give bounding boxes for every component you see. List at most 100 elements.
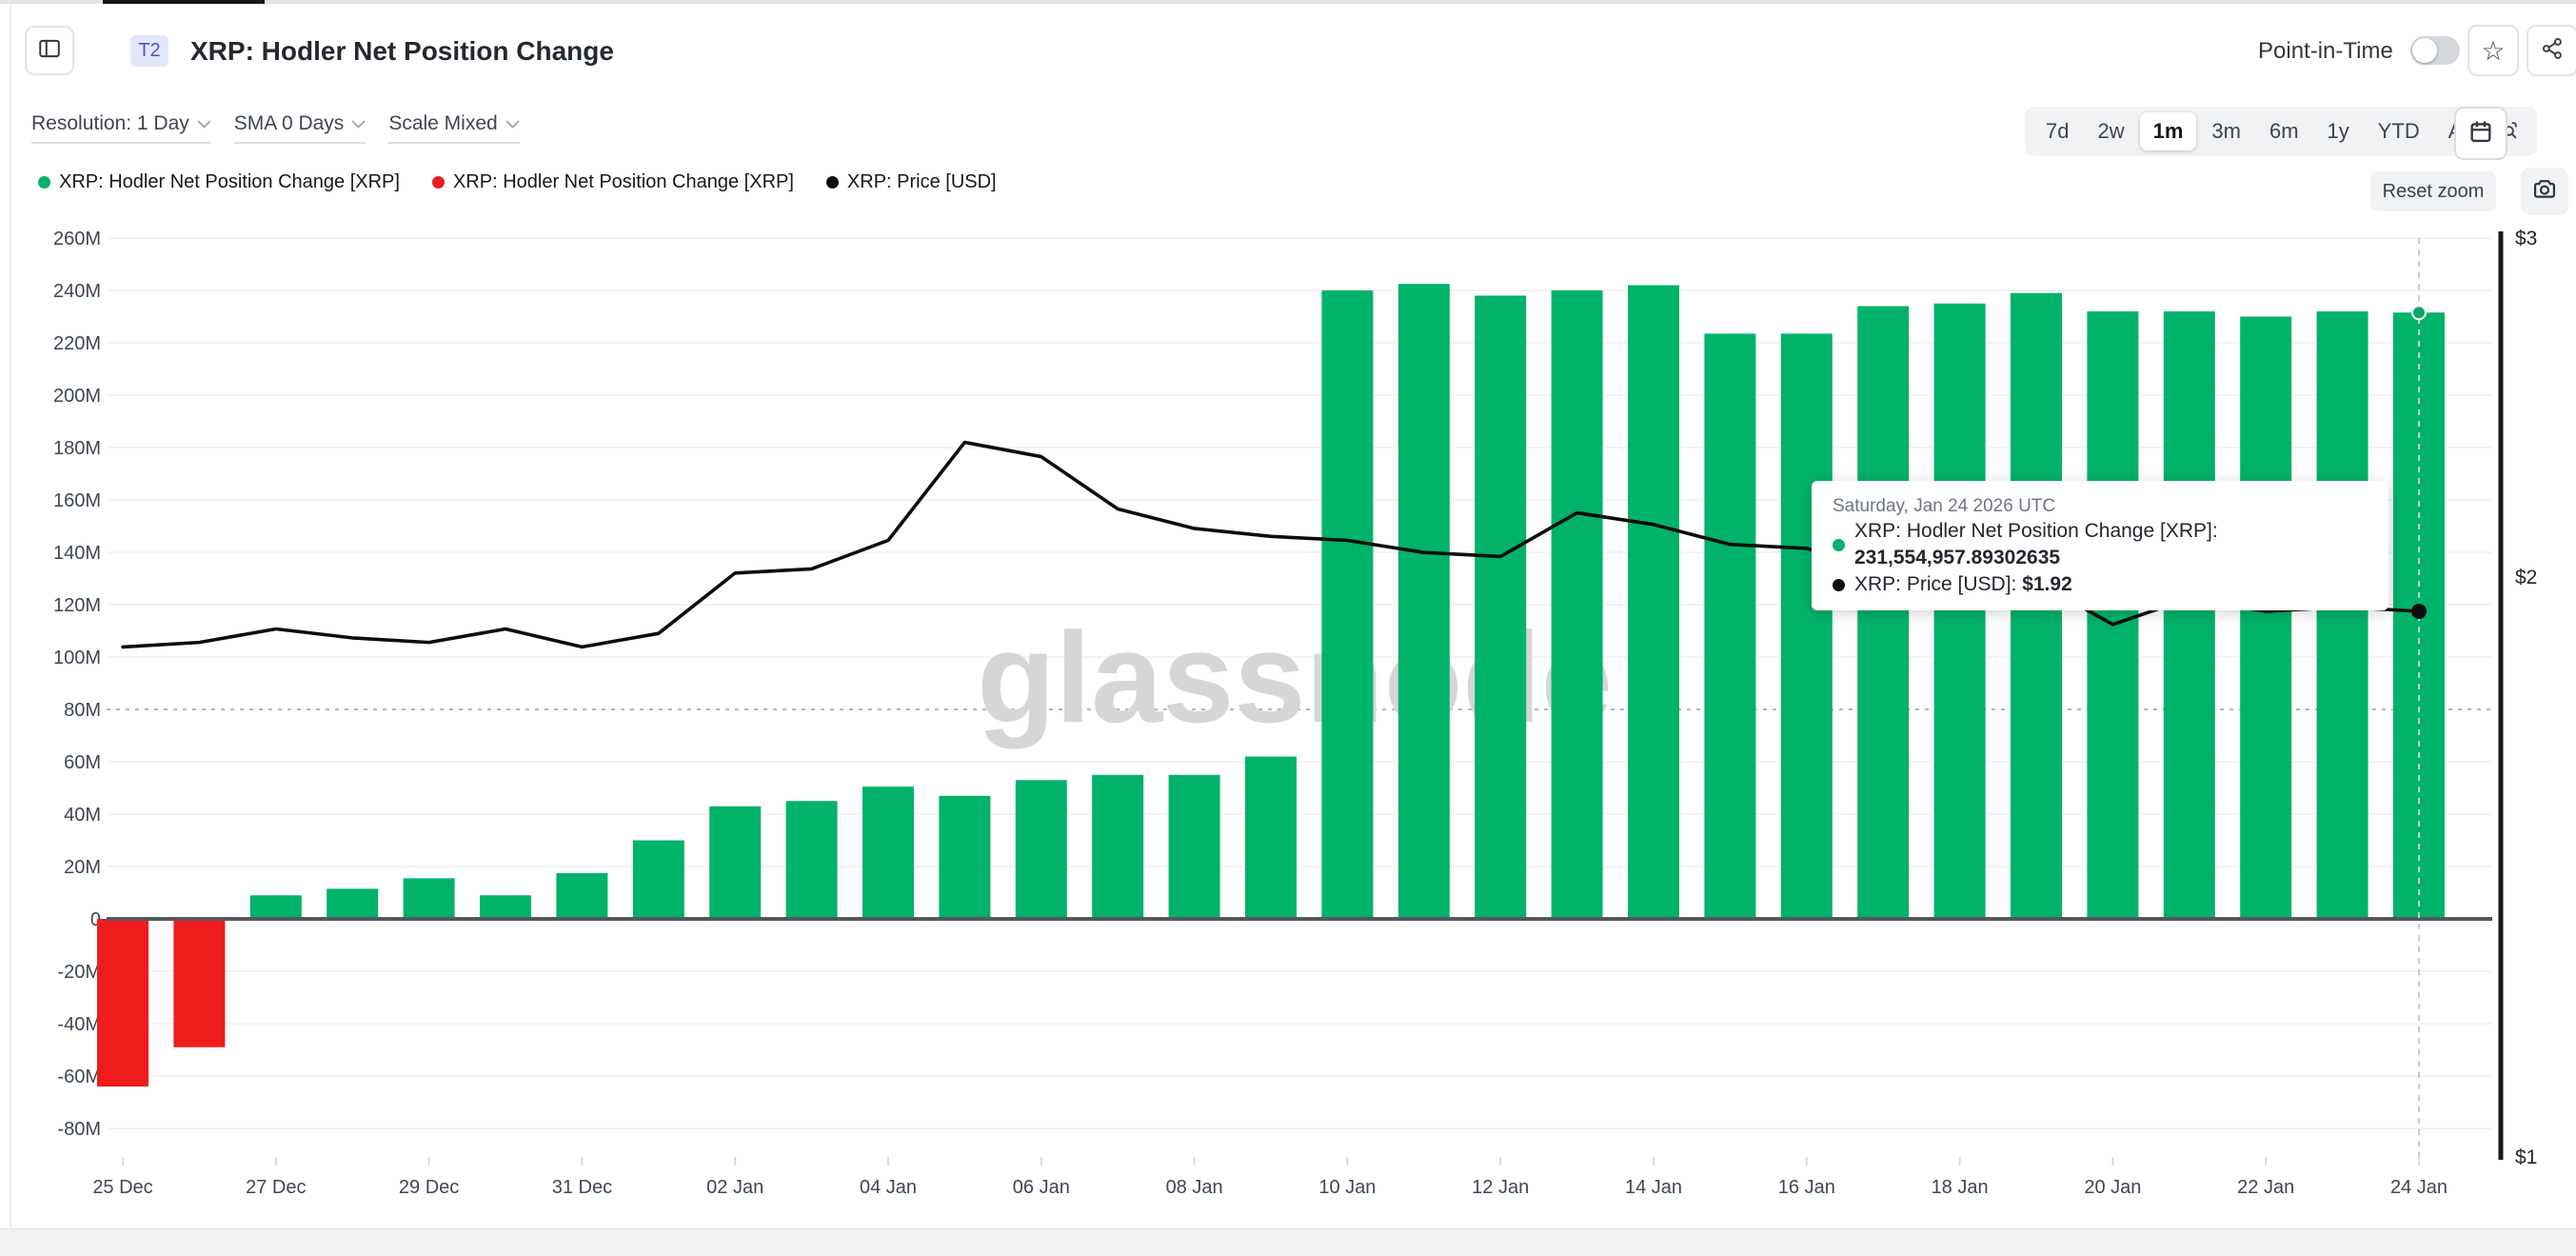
range-button-2w[interactable]: 2w: [2097, 119, 2125, 143]
bar-26-Dec[interactable]: [173, 919, 226, 1047]
point-in-time-toggle[interactable]: [2410, 36, 2460, 65]
x-axis-label: 14 Jan: [1625, 1177, 1682, 1198]
tier-badge: T2: [130, 35, 168, 67]
bar-13-Jan[interactable]: [1551, 290, 1603, 919]
bar-31-Dec[interactable]: [556, 872, 608, 919]
bar-23-Jan[interactable]: [2316, 311, 2368, 919]
y-axis-label-left: 0: [90, 909, 101, 930]
reset-zoom-button[interactable]: Reset zoom: [2370, 171, 2496, 211]
x-axis-label: 08 Jan: [1166, 1177, 1223, 1198]
bar-04-Jan[interactable]: [862, 787, 914, 919]
legend-item-2[interactable]: XRP: Price [USD]: [825, 171, 997, 193]
x-axis-label: 29 Dec: [399, 1177, 459, 1198]
x-axis-label: 31 Dec: [552, 1177, 612, 1198]
bar-10-Jan[interactable]: [1321, 290, 1374, 919]
camera-icon: [2531, 176, 2558, 208]
legend-item-1[interactable]: XRP: Hodler Net Position Change [XRP]: [431, 171, 794, 193]
calendar-button[interactable]: [2454, 107, 2507, 160]
bar-11-Jan[interactable]: [1397, 284, 1450, 919]
page-progress-fill: [103, 0, 265, 4]
bar-25-Dec[interactable]: [97, 919, 149, 1087]
chevron-down-icon: [351, 119, 366, 129]
resolution-label: Resolution: 1 Day: [31, 112, 189, 134]
share-icon: [2540, 36, 2565, 66]
scale-dropdown[interactable]: Scale Mixed: [388, 112, 520, 144]
favorite-button[interactable]: ☆: [2467, 25, 2519, 76]
point-in-time-label: Point-in-Time: [2258, 38, 2393, 64]
chart-legend: XRP: Hodler Net Position Change [XRP] XRP…: [38, 171, 997, 193]
x-axis-label: 06 Jan: [1013, 1177, 1070, 1198]
range-button-1y[interactable]: 1y: [2327, 119, 2349, 143]
y-axis-label-left: 20M: [64, 857, 101, 878]
calendar-icon: [2467, 118, 2494, 150]
y-axis-label-right: $2: [2515, 567, 2537, 588]
range-button-1m[interactable]: 1m: [2139, 112, 2197, 150]
bar-28-Dec[interactable]: [327, 888, 379, 919]
bar-22-Jan[interactable]: [2240, 316, 2292, 920]
x-axis-label: 20 Jan: [2084, 1177, 2141, 1198]
bar-02-Jan[interactable]: [709, 806, 762, 919]
legend-dot: [431, 176, 445, 189]
x-axis-label: 12 Jan: [1472, 1177, 1529, 1198]
tooltip-rows: XRP: Hodler Net Position Change [XRP]: 2…: [1833, 518, 2368, 598]
chevron-down-icon: [505, 119, 520, 129]
page-progress-bar: [0, 0, 2576, 4]
sidebar-edge-divider: [10, 4, 11, 1228]
bar-21-Jan[interactable]: [2163, 311, 2215, 919]
legend-dot: [825, 176, 839, 189]
bar-16-Jan[interactable]: [1780, 333, 1833, 919]
bar-hover-marker: [2411, 305, 2427, 321]
y-axis-label-left: 160M: [53, 490, 101, 511]
bar-29-Dec[interactable]: [403, 878, 455, 919]
bar-17-Jan[interactable]: [1857, 306, 1910, 920]
range-button-6m[interactable]: 6m: [2269, 119, 2299, 143]
bar-27-Dec[interactable]: [249, 895, 302, 919]
bar-12-Jan[interactable]: [1475, 295, 1527, 920]
bar-09-Jan[interactable]: [1245, 756, 1297, 920]
legend-label: XRP: Hodler Net Position Change [XRP]: [59, 171, 400, 192]
bar-07-Jan[interactable]: [1092, 774, 1144, 919]
legend-item-0[interactable]: XRP: Hodler Net Position Change [XRP]: [38, 171, 400, 193]
sidebar-toggle-button[interactable]: [25, 26, 74, 75]
x-axis-label: 24 Jan: [2390, 1177, 2447, 1198]
sma-label: SMA 0 Days: [233, 112, 345, 134]
screenshot-button[interactable]: [2521, 168, 2568, 215]
legend-label: XRP: Hodler Net Position Change [XRP]: [452, 171, 794, 192]
bar-18-Jan[interactable]: [1933, 303, 1986, 919]
range-button-7d[interactable]: 7d: [2046, 119, 2070, 143]
range-button-ytd[interactable]: YTD: [2377, 119, 2420, 143]
y-axis-label-left: 40M: [64, 805, 101, 826]
y-axis-label-left: -20M: [57, 962, 101, 983]
x-axis-label: 02 Jan: [706, 1177, 763, 1198]
share-button[interactable]: [2526, 25, 2576, 76]
bar-08-Jan[interactable]: [1168, 774, 1220, 919]
y-axis-label-left: 60M: [64, 752, 101, 773]
bar-06-Jan[interactable]: [1015, 780, 1067, 919]
sidebar-icon: [37, 36, 62, 66]
bar-14-Jan[interactable]: [1628, 285, 1679, 920]
bar-30-Dec[interactable]: [480, 895, 531, 919]
y-axis-label-left: 80M: [64, 700, 101, 721]
sma-dropdown[interactable]: SMA 0 Days: [233, 112, 367, 144]
y-axis-label-left: 100M: [53, 648, 101, 668]
chart-toolbar: Resolution: 1 Day SMA 0 Days Scale Mixed: [31, 112, 520, 144]
y-axis-label-left: 140M: [53, 543, 101, 564]
bar-03-Jan[interactable]: [785, 801, 838, 919]
bar-05-Jan[interactable]: [939, 795, 991, 919]
range-button-3m[interactable]: 3m: [2211, 119, 2241, 143]
bar-15-Jan[interactable]: [1704, 333, 1756, 919]
tooltip-date: Saturday, Jan 24 2026 UTC: [1833, 496, 2056, 516]
chart-tooltip: Saturday, Jan 24 2026 UTC XRP: Hodler Ne…: [1812, 481, 2388, 610]
bar-01-Jan[interactable]: [632, 840, 684, 920]
y-axis-label-left: 120M: [53, 595, 101, 616]
y-axis-label-left: 180M: [53, 438, 101, 459]
x-axis-label: 04 Jan: [860, 1177, 917, 1198]
y-axis-label-left: -80M: [57, 1119, 101, 1140]
resolution-dropdown[interactable]: Resolution: 1 Day: [31, 112, 211, 144]
y-axis-label-left: 200M: [53, 386, 101, 407]
y-axis-label-right: $1: [2515, 1146, 2537, 1168]
page-title: XRP: Hodler Net Position Change: [190, 36, 614, 66]
star-icon: ☆: [2481, 35, 2506, 66]
y-axis-label-left: 240M: [53, 281, 101, 302]
